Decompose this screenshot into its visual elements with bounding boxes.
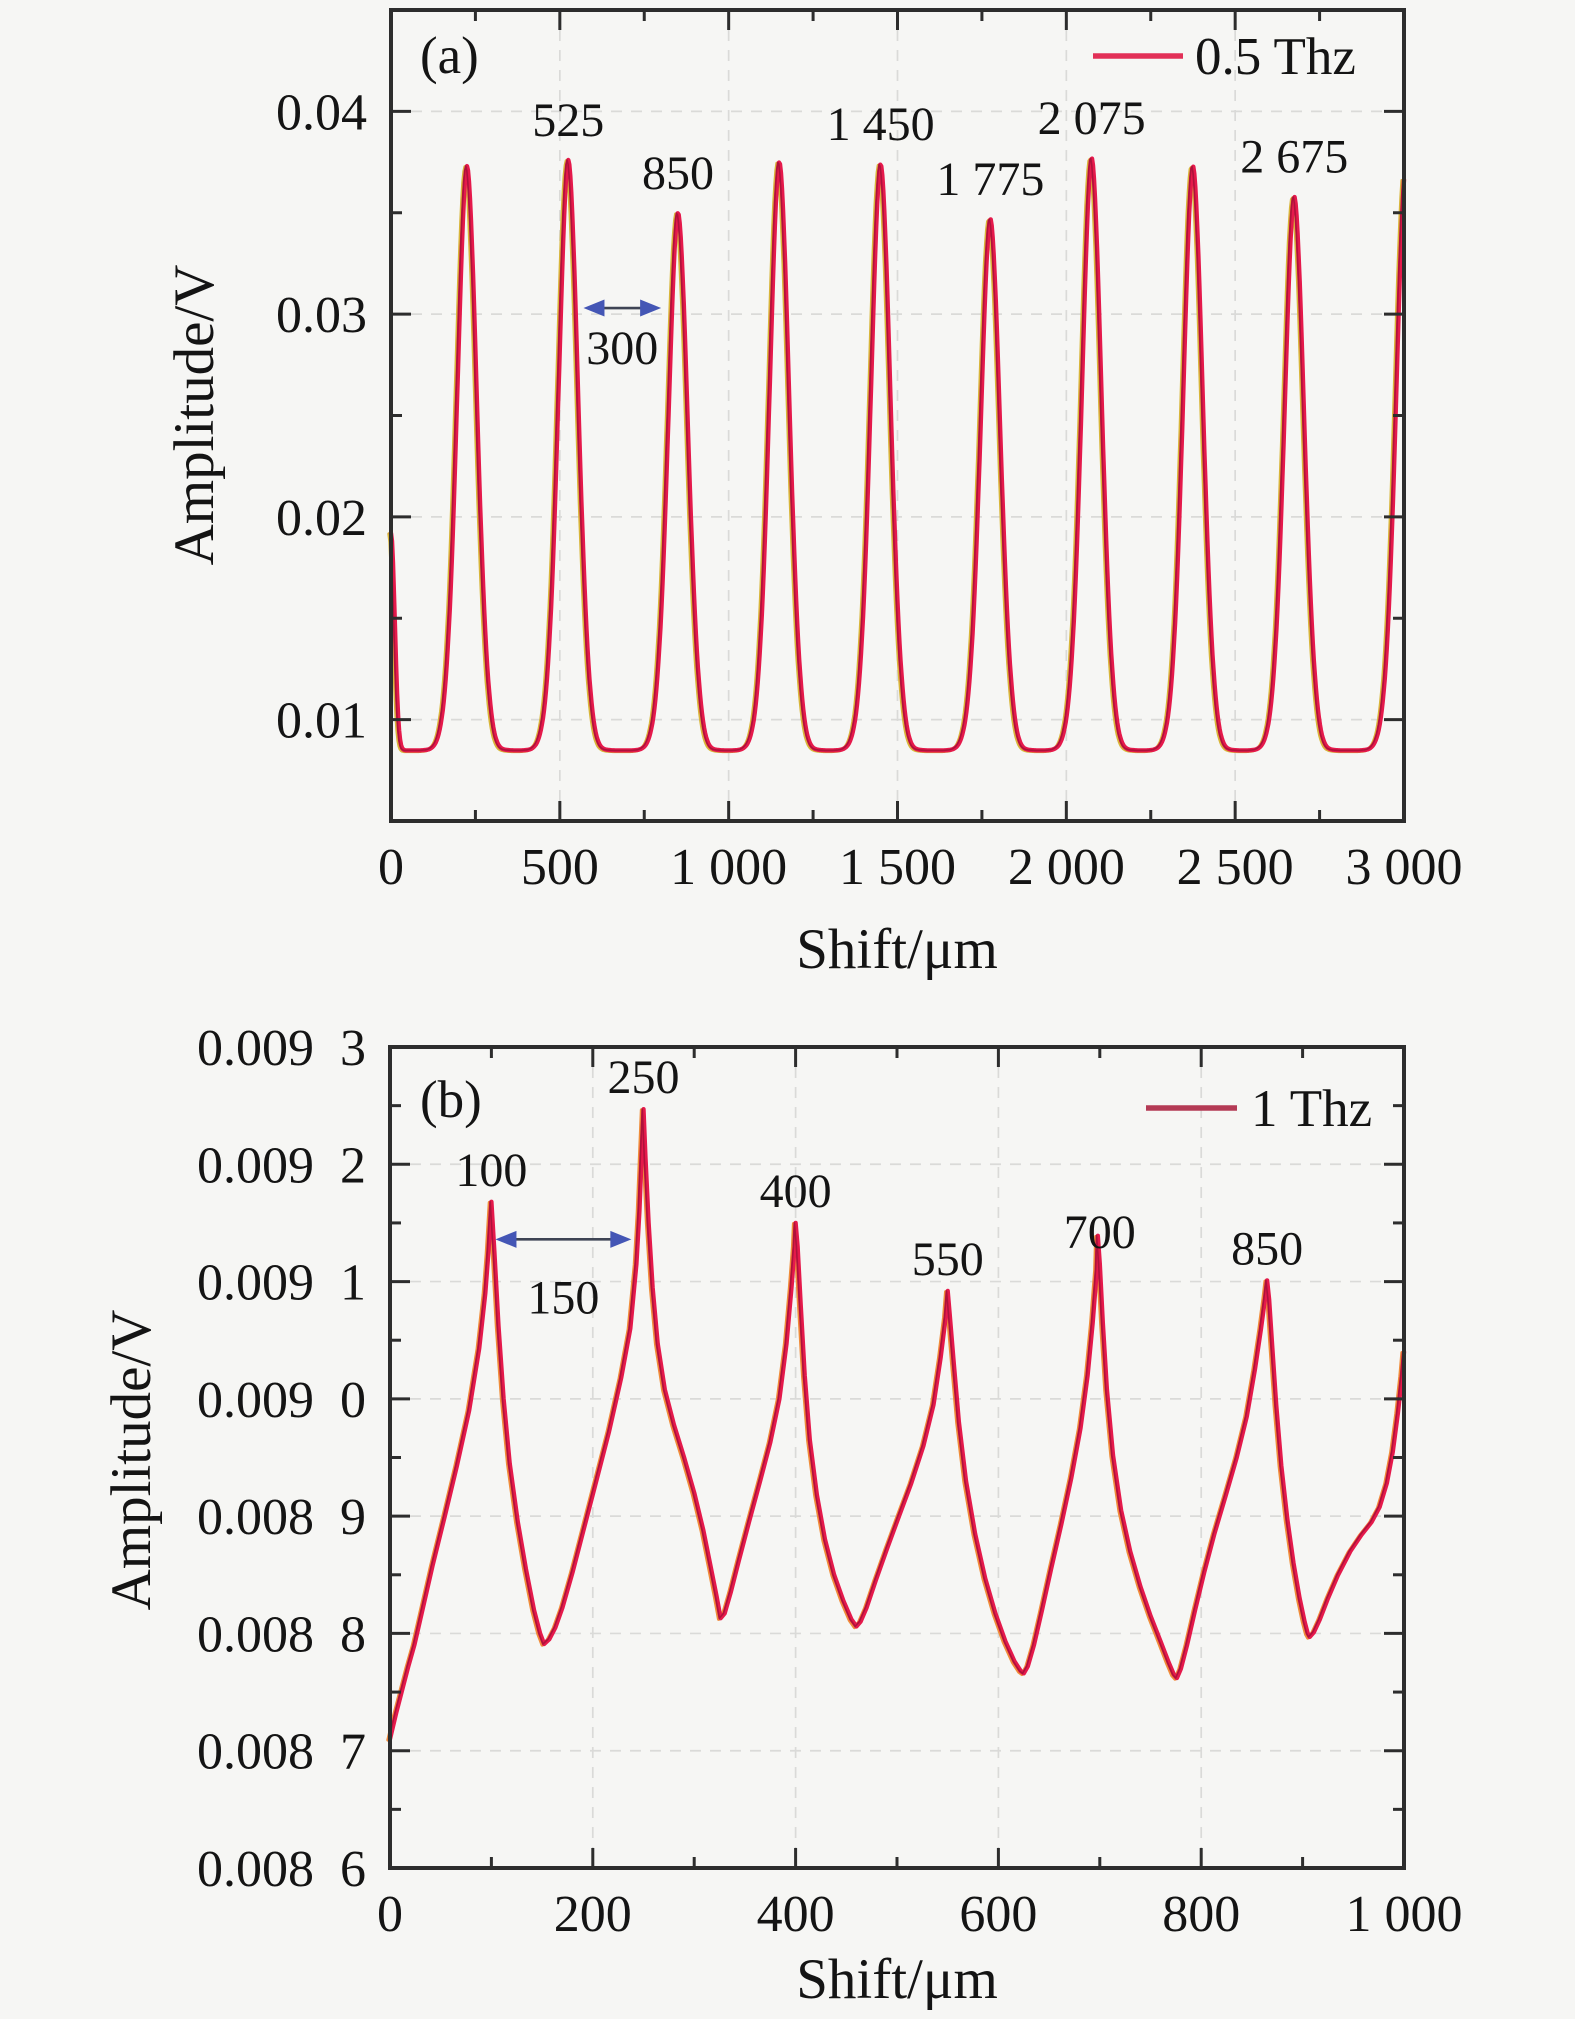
- peak-label-b: 400: [760, 1165, 832, 1218]
- y-tick-label-b: 0.008 6: [197, 1841, 366, 1898]
- x-axis-title-a: Shift/μm: [796, 918, 998, 981]
- grid-b: [390, 1047, 1404, 1868]
- y-tick-labels-b: 0.008 6 0.008 7 0.008 8 0.008 9 0.009 0 0.009…: [197, 1020, 366, 1898]
- y-tick-label-b: 0.009 3: [197, 1020, 366, 1077]
- peak-label-b: 100: [455, 1144, 527, 1197]
- peak-label-a: 2 675: [1240, 131, 1348, 184]
- spacing-arrow-a: 300: [583, 299, 662, 375]
- legend-label-a: 0.5 Thz: [1195, 28, 1356, 86]
- axis-ticks-a: [391, 10, 1404, 821]
- series-core-line-b: [387, 1108, 1404, 1740]
- peak-label-b: 250: [608, 1051, 680, 1104]
- peak-label-a: 1 775: [936, 153, 1044, 206]
- y-tick-labels-a: 0.01 0.02 0.03 0.04: [276, 84, 367, 749]
- peak-label-a: 1 450: [827, 98, 935, 151]
- arrow-head-left-b: [495, 1230, 517, 1248]
- y-tick-label-b: 0.009 1: [197, 1255, 366, 1312]
- y-tick-label-a: 0.02: [276, 490, 367, 547]
- x-tick-label-a: 0: [378, 839, 404, 896]
- x-tick-label-b: 1 000: [1346, 1886, 1463, 1943]
- y-axis-title-b: Amplitude/V: [100, 1310, 163, 1611]
- series-shadow-line-a: [387, 157, 1404, 754]
- spacing-arrow-b: 150: [495, 1230, 632, 1324]
- x-tick-label-b: 800: [1162, 1886, 1240, 1943]
- peak-label-b: 850: [1231, 1222, 1303, 1275]
- arrow-label-b: 150: [527, 1271, 599, 1324]
- y-tick-label-a: 0.01: [276, 693, 367, 750]
- grid-a: [391, 10, 1404, 821]
- x-tick-label-a: 3 000: [1346, 839, 1463, 896]
- peak-labels-b: 100 250 400 550 700 850: [455, 1051, 1303, 1286]
- panel-b: 0 200 400 600 800 1 000 0.008 6 0.008 7 0.008 8…: [100, 1020, 1463, 2011]
- y-tick-label-a: 0.03: [276, 287, 367, 344]
- panel-label-a: (a): [420, 27, 479, 85]
- x-tick-label-b: 200: [554, 1886, 632, 1943]
- y-tick-label-b: 0.009 2: [197, 1137, 366, 1194]
- x-tick-labels-b: 0 200 400 600 800 1 000: [377, 1886, 1463, 1943]
- series-shadow-line-b: [386, 1108, 1404, 1742]
- y-tick-label-b: 0.008 9: [197, 1489, 366, 1546]
- legend-b: 1 Thz: [1146, 1080, 1372, 1138]
- x-tick-label-a: 2 000: [1008, 839, 1125, 896]
- y-tick-label-b: 0.008 7: [197, 1724, 366, 1781]
- legend-a: 0.5 Thz: [1093, 28, 1356, 86]
- series-core-line-a: [388, 157, 1404, 752]
- x-tick-label-a: 1 000: [670, 839, 787, 896]
- y-tick-label-b: 0.008 8: [197, 1606, 366, 1663]
- legend-label-b: 1 Thz: [1251, 1080, 1372, 1138]
- panel-label-b: (b): [420, 1071, 482, 1129]
- y-axis-title-a: Amplitude/V: [163, 265, 226, 566]
- x-tick-label-b: 0: [377, 1886, 403, 1943]
- peak-label-a: 2 075: [1038, 92, 1146, 145]
- panel-a: 0 500 1 000 1 500 2 000 2 500 3 000 0.010.020.…: [163, 8, 1463, 981]
- x-axis-title-b: Shift/μm: [796, 1948, 998, 2011]
- arrow-label-a: 300: [586, 322, 658, 375]
- x-tick-label-b: 400: [757, 1886, 835, 1943]
- arrow-head-left-a: [583, 299, 605, 317]
- plot-frame-b: [388, 1045, 1406, 1870]
- x-tick-labels-a: 0 500 1 000 1 500 2 000 2 500 3 000: [378, 839, 1463, 896]
- peak-label-a: 850: [642, 147, 714, 200]
- peak-label-a: 525: [532, 94, 604, 147]
- axis-ticks-b: [390, 1047, 1404, 1868]
- series-line-1thz: [387, 1107, 1407, 1742]
- x-tick-label-a: 1 500: [839, 839, 956, 896]
- arrow-head-right-b: [610, 1230, 632, 1248]
- x-tick-label-a: 500: [521, 839, 599, 896]
- peak-label-b: 550: [912, 1233, 984, 1286]
- y-tick-label-a: 0.04: [276, 84, 367, 141]
- x-tick-label-b: 600: [959, 1886, 1037, 1943]
- arrow-head-right-a: [640, 299, 662, 317]
- x-tick-label-a: 2 500: [1177, 839, 1294, 896]
- peak-label-b: 700: [1064, 1206, 1136, 1259]
- y-tick-label-b: 0.009 0: [197, 1372, 366, 1429]
